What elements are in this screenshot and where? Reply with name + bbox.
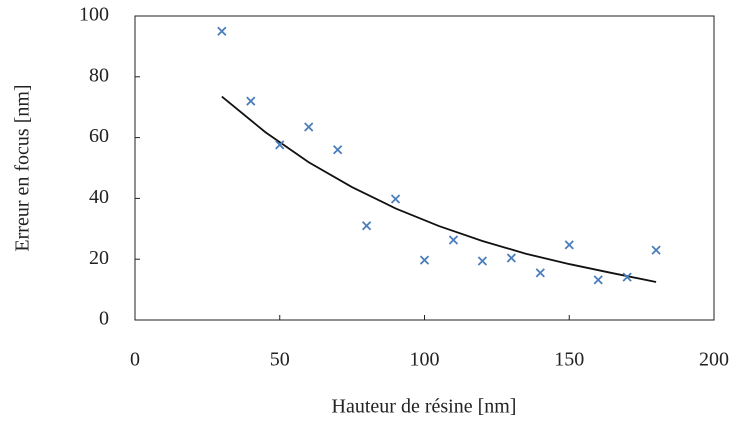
x-tick-label: 50 [270, 349, 290, 371]
scatter-point [419, 255, 430, 265]
scatter-point [333, 145, 343, 155]
trend-line [221, 95, 657, 283]
scatter-point [304, 122, 314, 132]
scatter-point [448, 235, 459, 245]
y-tick-label: 40 [89, 186, 109, 208]
scatter-point [535, 268, 545, 278]
scatter-point [651, 245, 661, 255]
x-tick-label: 100 [410, 349, 440, 371]
plot-frame [134, 15, 715, 321]
scatter-point [275, 140, 285, 150]
y-tick-label: 20 [89, 247, 109, 269]
y-axis-label: Erreur en focus [nm] [12, 84, 34, 251]
scatter-point [217, 26, 227, 36]
scatter-point [564, 240, 574, 250]
scatter-point [390, 194, 401, 204]
scatter-point [593, 275, 603, 285]
scatter-point [622, 272, 632, 282]
x-axis-label: Hauteur de résine [nm] [332, 396, 517, 418]
scatter-point [477, 256, 488, 266]
y-tick-label: 80 [89, 64, 109, 86]
x-tick-label: 200 [699, 349, 729, 371]
scatter-point [246, 96, 256, 106]
y-tick-label: 0 [99, 308, 109, 330]
scatter-point [361, 221, 372, 231]
y-tick-label: 60 [89, 125, 109, 147]
y-tick-label: 100 [79, 4, 109, 26]
x-tick-label: 0 [130, 349, 140, 371]
scatter-point [506, 253, 516, 263]
x-tick-label: 150 [554, 349, 584, 371]
